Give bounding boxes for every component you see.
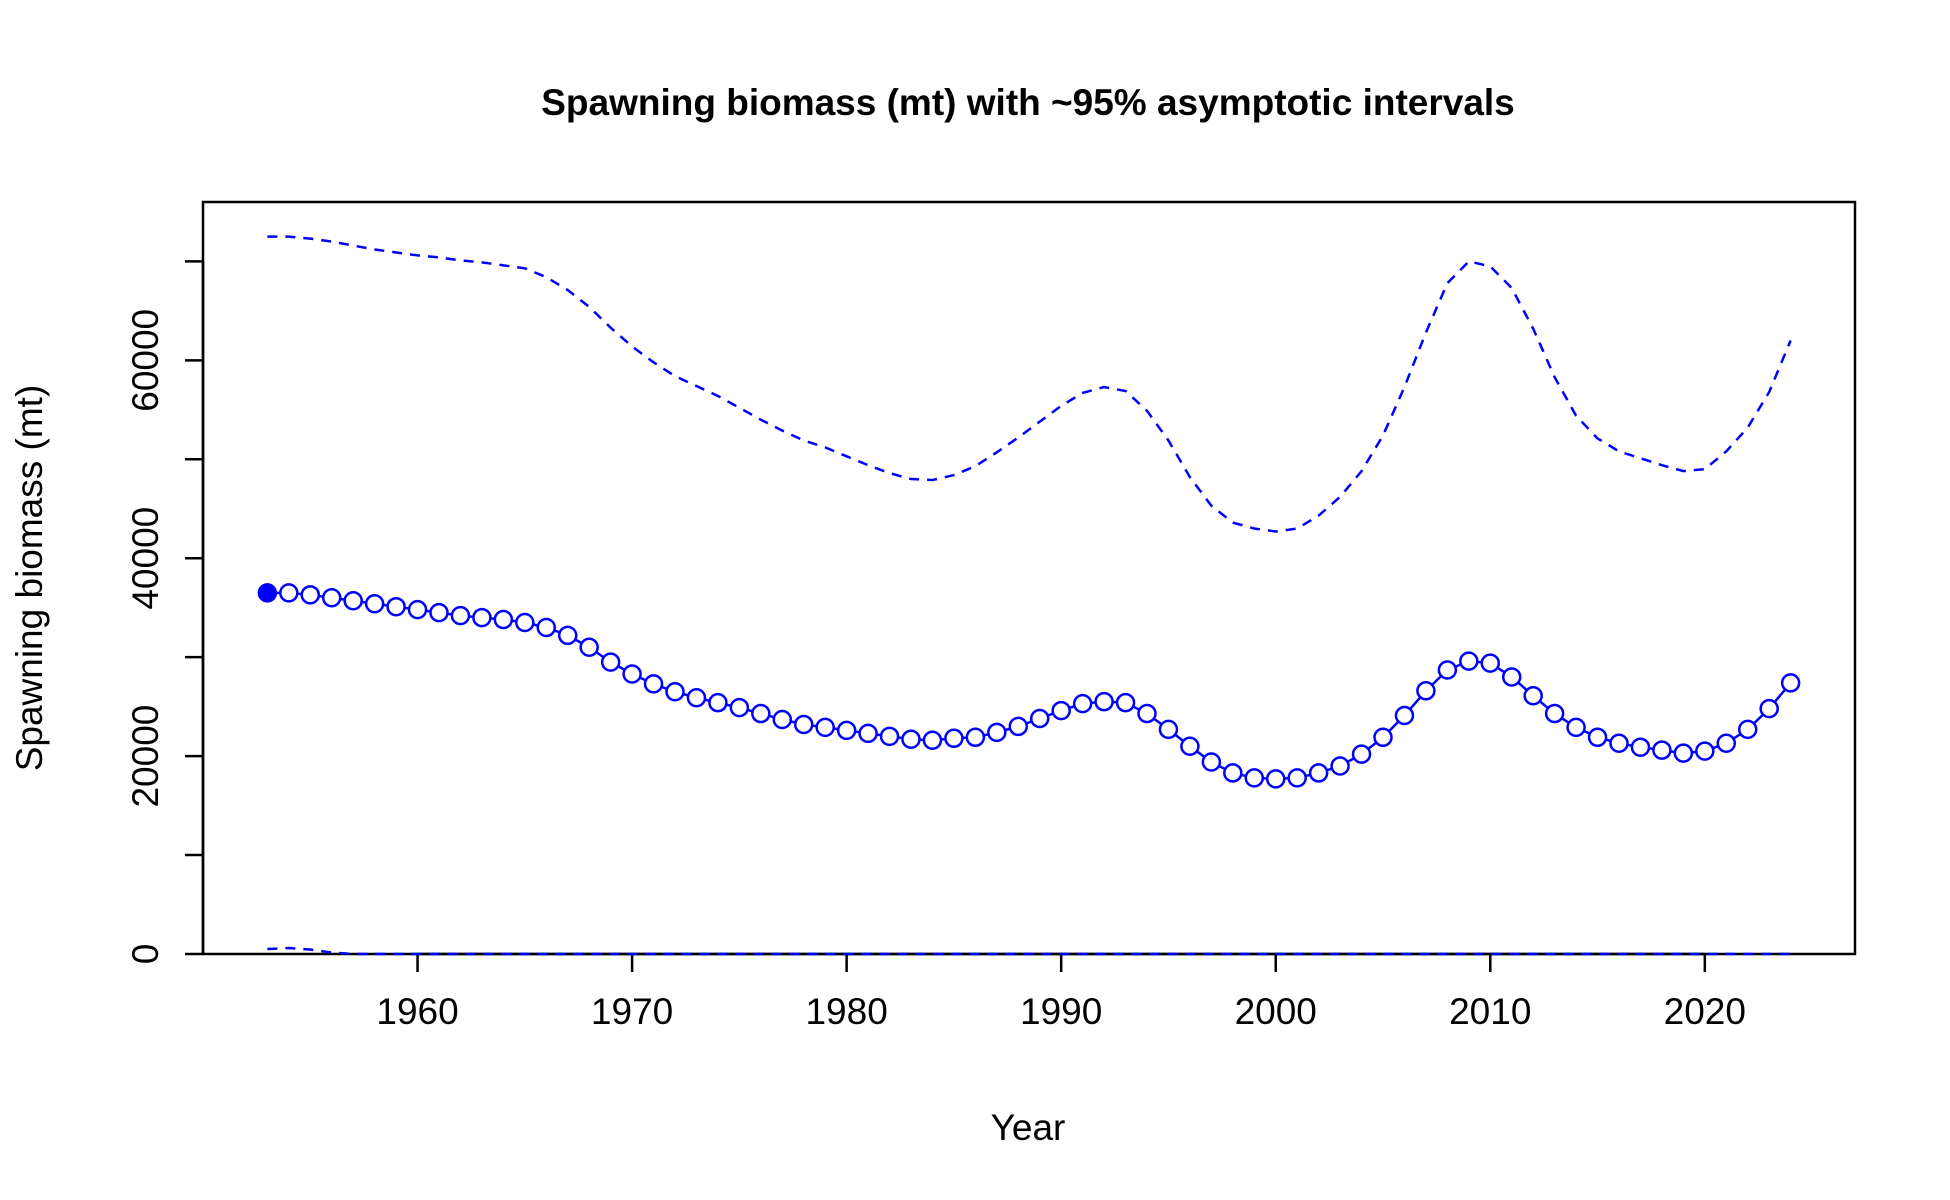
data-point	[600, 652, 621, 672]
data-point	[879, 726, 900, 747]
data-point	[987, 722, 1007, 743]
data-point	[1287, 768, 1307, 788]
data-point	[944, 728, 964, 749]
data-point	[493, 609, 514, 630]
data-point	[1201, 752, 1222, 772]
data-point	[1223, 763, 1243, 783]
data-point	[1308, 763, 1329, 783]
data-point	[1265, 769, 1286, 789]
data-point	[1609, 733, 1629, 753]
data-point	[836, 720, 857, 741]
data-point	[1008, 716, 1029, 737]
data-point	[1501, 667, 1522, 687]
data-point	[1394, 705, 1415, 726]
data-point	[1373, 727, 1393, 748]
data-point	[386, 596, 406, 617]
data-point	[1115, 692, 1136, 713]
data-point	[729, 697, 750, 718]
y-axis-label: Spawning biomass (mt)	[9, 385, 50, 772]
x-tick-label: 2000	[1235, 991, 1317, 1032]
x-axis-label: Year	[991, 1107, 1066, 1148]
data-point	[622, 664, 642, 684]
data-point	[1437, 660, 1458, 680]
data-point	[665, 682, 685, 702]
data-point	[407, 599, 428, 620]
x-tick-label: 2020	[1664, 991, 1746, 1032]
data-point	[472, 607, 492, 628]
data-point	[1759, 698, 1779, 719]
series-lower-interval-line	[267, 946, 1791, 956]
data-point	[1330, 756, 1350, 776]
data-point	[1737, 719, 1758, 740]
x-tick-label: 1960	[376, 991, 458, 1032]
data-point	[1351, 744, 1372, 764]
data-point	[1780, 673, 1801, 693]
data-point	[965, 727, 986, 748]
data-point	[1652, 740, 1672, 760]
x-tick-label: 1970	[591, 991, 673, 1032]
data-point	[343, 591, 363, 611]
x-tick-label: 2010	[1449, 991, 1531, 1032]
data-point	[922, 730, 943, 751]
series-layer	[257, 235, 1801, 956]
data-point	[450, 605, 471, 626]
chart-title: Spawning biomass (mt) with ~95% asymptot…	[541, 82, 1515, 123]
data-point	[1072, 693, 1093, 714]
data-point	[643, 674, 664, 694]
data-point	[751, 703, 771, 724]
data-point	[321, 588, 342, 608]
data-point	[858, 723, 878, 744]
data-point	[279, 583, 299, 603]
data-point	[300, 585, 321, 605]
data-point	[772, 709, 793, 730]
data-point	[515, 612, 535, 633]
data-point	[1480, 653, 1501, 673]
data-point	[557, 625, 578, 646]
data-point	[579, 637, 599, 658]
y-tick-label: 20000	[125, 705, 166, 808]
data-point	[1029, 708, 1050, 729]
data-point	[1244, 768, 1265, 788]
y-tick-label: 40000	[125, 507, 166, 610]
y-axis: 0 20000 40000 60000	[125, 260, 205, 965]
data-point	[257, 583, 278, 603]
x-tick-label: 1980	[805, 991, 887, 1032]
data-point	[1673, 743, 1694, 763]
data-point	[1630, 737, 1651, 757]
data-point	[1158, 719, 1179, 740]
y-tick-label: 60000	[125, 309, 166, 412]
data-point	[364, 593, 385, 614]
data-point	[1716, 733, 1737, 753]
data-point	[901, 729, 921, 750]
data-point	[429, 602, 449, 623]
series-upper-interval-line	[267, 235, 1792, 533]
data-point	[1094, 691, 1114, 712]
data-point	[815, 717, 835, 738]
data-point	[686, 687, 707, 708]
data-point	[1566, 717, 1586, 738]
data-point	[1180, 736, 1200, 756]
x-tick-label: 1990	[1020, 991, 1102, 1032]
data-point	[1695, 741, 1715, 761]
data-point	[1051, 700, 1071, 721]
data-point	[1416, 681, 1436, 701]
data-point	[1587, 727, 1608, 748]
data-point	[536, 617, 557, 638]
data-point	[1137, 703, 1157, 724]
data-point	[793, 714, 814, 735]
data-point	[708, 692, 728, 713]
y-tick-label: 0	[125, 944, 166, 965]
data-point	[1544, 703, 1565, 724]
data-point	[1459, 651, 1479, 671]
data-point	[1523, 685, 1543, 706]
